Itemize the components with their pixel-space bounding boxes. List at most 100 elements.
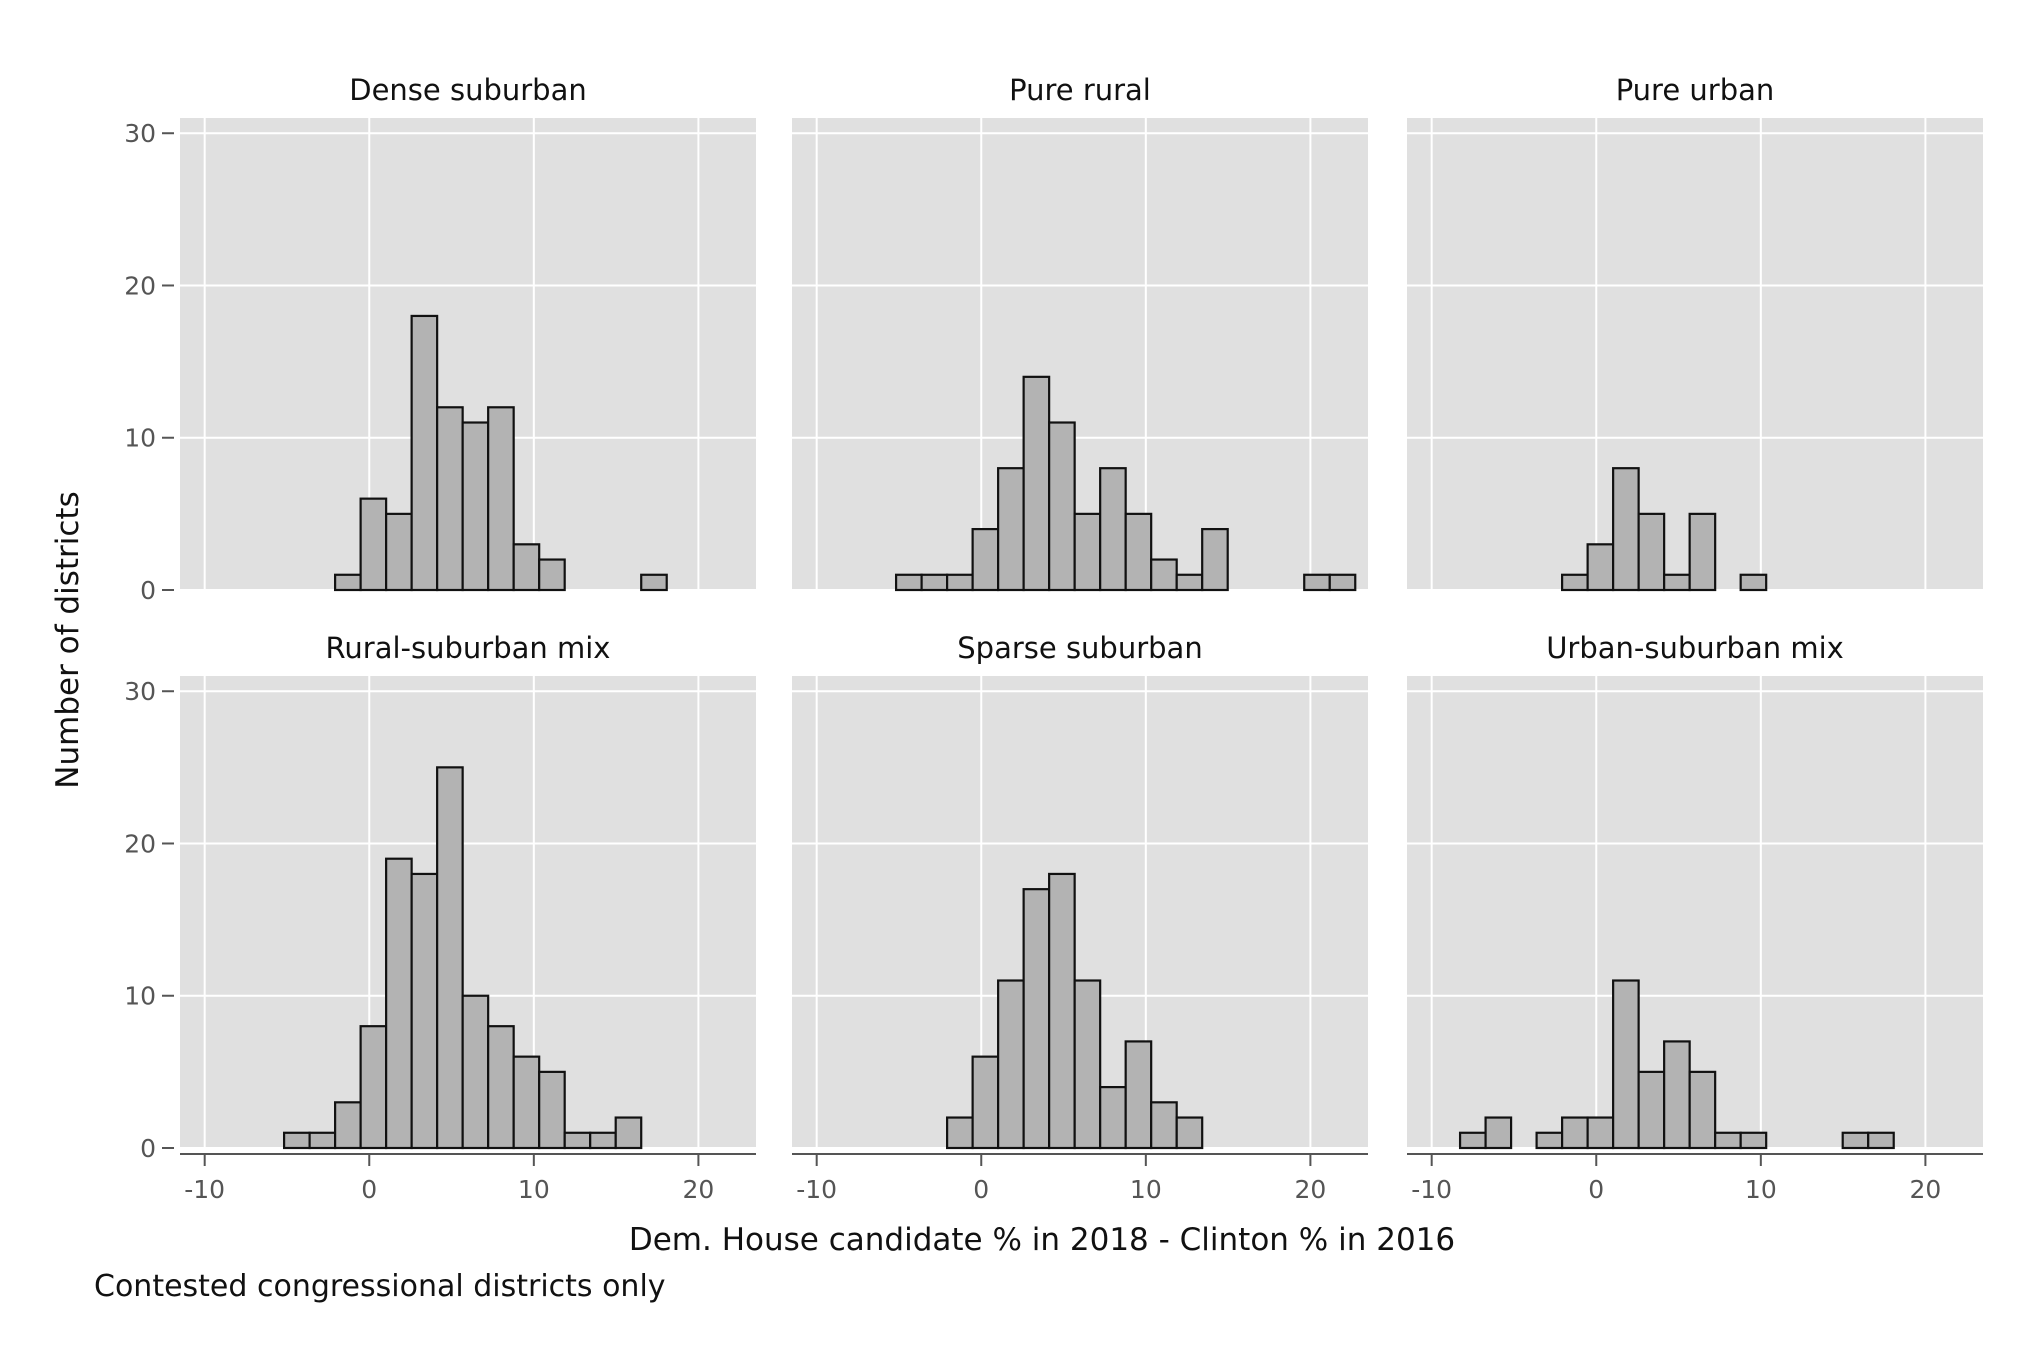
histogram-bar <box>1714 1131 1742 1150</box>
histogram-bar <box>1048 872 1076 1150</box>
histogram-bar <box>385 512 413 592</box>
y-tick-label: 0 <box>140 1134 156 1163</box>
histogram-bar <box>1612 979 1640 1150</box>
histogram-bar <box>563 1131 592 1150</box>
histogram-bar <box>334 1101 362 1150</box>
histogram-bar <box>1484 1116 1513 1150</box>
y-tick-label: 0 <box>140 576 156 605</box>
histogram-bar <box>1099 467 1127 592</box>
histogram-bar <box>1663 573 1691 592</box>
x-tick-label: 20 <box>1909 1175 1941 1204</box>
histogram-bar <box>1688 1070 1717 1150</box>
x-tick-label: 20 <box>1294 1175 1326 1204</box>
panel-background <box>1407 676 1983 1148</box>
y-axis-title: Number of districts <box>50 491 86 788</box>
histogram-bar <box>997 979 1025 1150</box>
histogram-bar <box>1124 512 1153 592</box>
y-tick-label: 10 <box>124 982 156 1011</box>
x-tick-label: -10 <box>184 1175 225 1204</box>
histogram-bar <box>1458 1131 1487 1150</box>
histogram-bar <box>589 1131 617 1150</box>
panel-title: Urban-suburban mix <box>1546 631 1844 665</box>
histogram-bar <box>1303 573 1331 592</box>
x-tick-label: 0 <box>973 1175 989 1204</box>
panel-title: Pure urban <box>1616 73 1775 107</box>
histogram-bar <box>1099 1085 1127 1150</box>
histogram-bar <box>1637 1070 1666 1150</box>
histogram-bar <box>1841 1131 1870 1150</box>
panel-title: Sparse suburban <box>957 631 1202 665</box>
histogram-bar <box>359 497 388 592</box>
histogram-bar <box>538 558 566 592</box>
histogram-bar <box>1561 573 1589 592</box>
histogram-bar <box>1150 558 1178 592</box>
histogram-bar <box>334 573 362 592</box>
x-axis-title: Dem. House candidate % in 2018 - Clinton… <box>629 1222 1455 1258</box>
panel: Urban-suburban mix -10 0 10 20 <box>1407 631 1983 1204</box>
histogram-bar <box>538 1070 566 1150</box>
histogram-bar <box>436 766 464 1150</box>
histogram-bar <box>1586 1116 1615 1150</box>
y-tick-label: 30 <box>124 119 156 148</box>
histogram-bar <box>1663 1040 1691 1150</box>
histogram-bar <box>487 1025 515 1150</box>
histogram-bar <box>1328 573 1357 592</box>
x-tick-label: -10 <box>796 1175 837 1204</box>
histogram-bar <box>1022 888 1051 1150</box>
panels-layer: Dense suburban 0 10 20 30 Pure rural Pure urba… <box>124 73 1983 1204</box>
histogram-bar <box>997 467 1025 592</box>
y-tick-label: 10 <box>124 424 156 453</box>
histogram-bar <box>946 1116 974 1150</box>
histogram-bar <box>1175 1116 1204 1150</box>
histogram-bar <box>385 857 413 1150</box>
panel: Pure rural <box>792 73 1368 592</box>
histogram-bar <box>920 573 949 592</box>
histogram-bar <box>971 1055 1000 1150</box>
panel-title: Pure rural <box>1009 73 1151 107</box>
y-tick-label: 20 <box>124 271 156 300</box>
x-tick-label: 20 <box>682 1175 714 1204</box>
histogram-bar <box>1201 527 1229 592</box>
x-tick-label: -10 <box>1411 1175 1452 1204</box>
x-tick-label: 0 <box>1588 1175 1604 1204</box>
histogram-bar <box>487 406 515 592</box>
histogram-bar <box>1586 543 1615 592</box>
panel-background <box>792 118 1368 590</box>
panel-title: Dense suburban <box>349 73 586 107</box>
histogram-bar <box>1124 1040 1153 1150</box>
histogram-bar <box>308 1131 337 1150</box>
histogram-bar <box>946 573 974 592</box>
panel: Sparse suburban -10 0 10 20 <box>792 631 1368 1204</box>
histogram-bar <box>1739 1131 1768 1150</box>
x-tick-label: 0 <box>361 1175 377 1204</box>
histogram-bar <box>410 314 439 592</box>
x-tick-label: 10 <box>1745 1175 1777 1204</box>
histogram-bar <box>894 573 923 592</box>
histogram-bar <box>461 421 490 592</box>
histogram-bar <box>1073 512 1102 592</box>
histogram-bar <box>1612 467 1640 592</box>
y-tick-label: 20 <box>124 829 156 858</box>
histogram-bar <box>1048 421 1076 592</box>
histogram-bar <box>1637 512 1666 592</box>
x-tick-label: 10 <box>518 1175 550 1204</box>
panel: Pure urban <box>1407 73 1983 592</box>
histogram-bar <box>971 527 1000 592</box>
x-tick-label: 10 <box>1130 1175 1162 1204</box>
histogram-bar <box>1561 1116 1589 1150</box>
histogram-bar <box>436 406 464 592</box>
panel: Rural-suburban mix 0 10 20 30 -10 0 10 20 <box>124 631 756 1204</box>
histogram-bar <box>614 1116 643 1150</box>
histogram-bar <box>1022 375 1051 592</box>
histogram-bar <box>1739 573 1768 592</box>
caption: Contested congressional districts only <box>94 1269 666 1304</box>
panel-background <box>1407 118 1983 590</box>
histogram-bar <box>410 872 439 1150</box>
histogram-bar <box>359 1025 388 1150</box>
histogram-bar <box>512 543 541 592</box>
y-tick-label: 30 <box>124 677 156 706</box>
histogram-bar <box>1073 979 1102 1150</box>
histogram-bar <box>1175 573 1204 592</box>
